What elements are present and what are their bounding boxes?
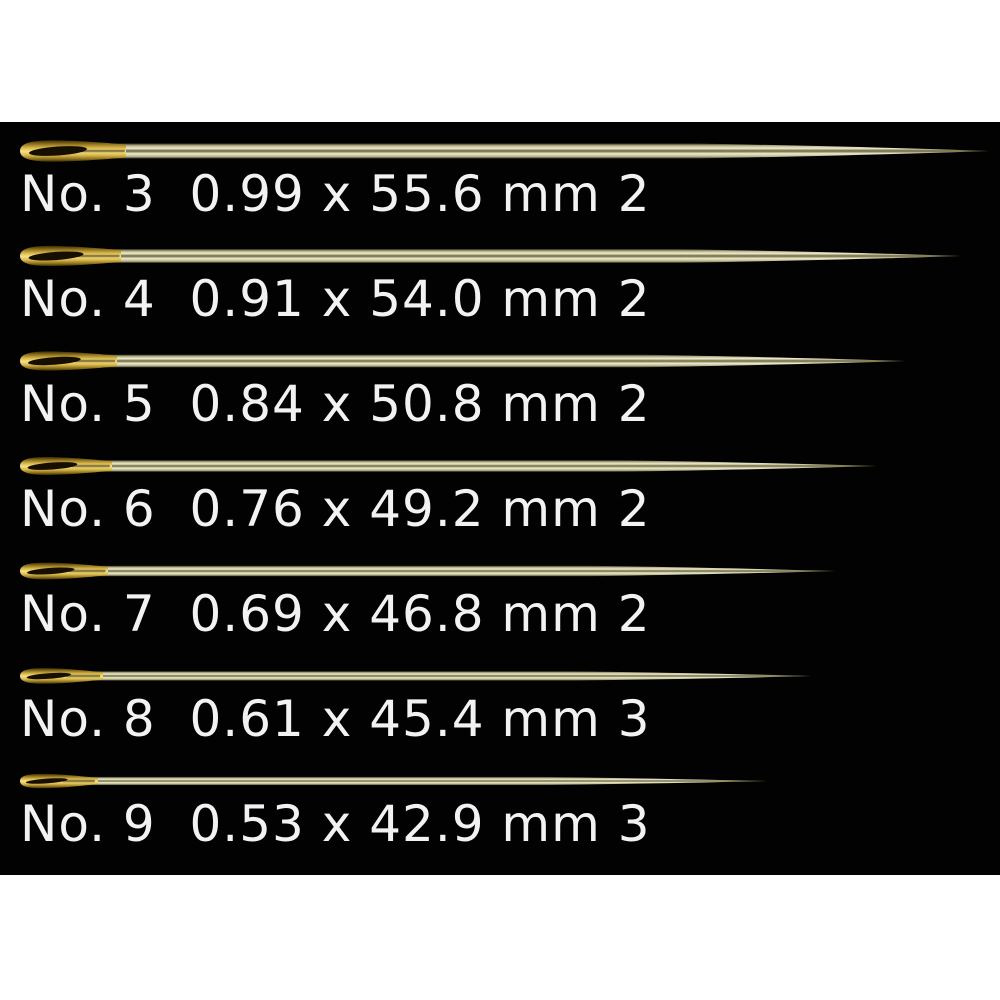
- needle-spec-label: No. 5 0.84 x 50.8 mm 2: [20, 375, 651, 433]
- needle-row: No. 5 0.84 x 50.8 mm 2: [0, 338, 1000, 443]
- needle-shaft: [75, 776, 768, 786]
- needle-row: No. 4 0.91 x 54.0 mm 2: [0, 233, 1000, 338]
- needle-shaft: [98, 143, 989, 159]
- needle-photo: [18, 766, 1000, 796]
- needle-image: [20, 140, 989, 162]
- needle-photo: [18, 556, 1000, 586]
- needle-image: [20, 562, 836, 580]
- needle-spec-label: No. 9 0.53 x 42.9 mm 3: [20, 795, 651, 853]
- needle-image: [20, 351, 906, 371]
- needle-photo: [18, 136, 1000, 166]
- needle-eye-hole: [28, 251, 84, 261]
- needle-shaft: [83, 565, 836, 577]
- needle-spec-label: No. 6 0.76 x 49.2 mm 2: [20, 480, 651, 538]
- needle-shaft: [79, 671, 812, 681]
- needle-eye-slot: [65, 674, 101, 678]
- needle-eye-slot: [62, 779, 95, 783]
- needle-shaft: [94, 249, 961, 263]
- needle-row: No. 6 0.76 x 49.2 mm 2: [0, 443, 1000, 548]
- needle-eye-slot: [74, 359, 116, 363]
- needle-spec-label: No. 3 0.99 x 55.6 mm 2: [20, 165, 651, 223]
- needle-shaft: [86, 460, 878, 472]
- needle-photo: [18, 241, 1000, 271]
- needle-eye-slot: [76, 254, 120, 258]
- needle-eye-hole: [29, 146, 87, 156]
- needle-eye-hole: [27, 567, 75, 575]
- needle-spec-label: No. 7 0.69 x 46.8 mm 2: [20, 585, 651, 643]
- needle-row: No. 9 0.53 x 42.9 mm 3: [0, 758, 1000, 863]
- needle-row: No. 3 0.99 x 55.6 mm 2: [0, 128, 1000, 233]
- needle-shaft: [90, 354, 906, 368]
- needle-photo: [18, 346, 1000, 376]
- needle-photo: [18, 661, 1000, 691]
- needle-eye-slot: [71, 464, 110, 468]
- needle-image: [20, 245, 961, 267]
- needle-eye-slot: [80, 149, 125, 153]
- needle-photo: [18, 451, 1000, 481]
- needle-eye-hole: [25, 778, 68, 784]
- needle-eye-hole: [28, 356, 81, 366]
- needle-eye-hole: [27, 462, 78, 470]
- needle-eye-slot: [68, 569, 106, 573]
- needle-row: No. 8 0.61 x 45.4 mm 3: [0, 653, 1000, 758]
- needle-row: No. 7 0.69 x 46.8 mm 2: [0, 548, 1000, 653]
- needle-image: [20, 457, 878, 475]
- needle-spec-label: No. 8 0.61 x 45.4 mm 3: [20, 690, 651, 748]
- needle-eye-hole: [26, 672, 72, 680]
- needle-image: [20, 668, 812, 684]
- needle-spec-label: No. 4 0.91 x 54.0 mm 2: [20, 270, 651, 328]
- needle-image: [20, 773, 768, 789]
- needle-panel: No. 3 0.99 x 55.6 mm 2: [0, 122, 1000, 875]
